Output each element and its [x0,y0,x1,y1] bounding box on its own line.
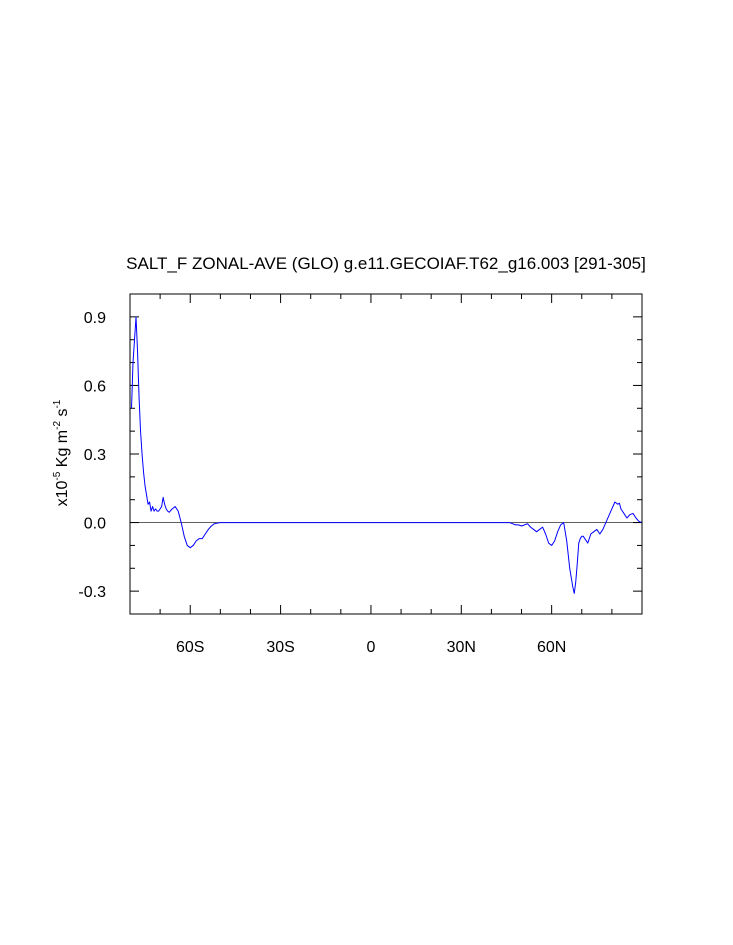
y-axis-label: x10-5 Kg m-2 s-1 [52,399,71,506]
y-axis-label-unit-kg-m: Kg m [54,430,71,472]
y-axis-label-unit-s: s [54,409,71,421]
y-axis-label-exponent-3: -1 [52,399,63,408]
y-tick-label: 0.9 [84,310,106,327]
y-tick-label: 0.3 [84,447,106,464]
y-tick-label: 0.0 [84,516,106,533]
x-tick-label: 0 [366,639,375,656]
y-tick-label: 0.6 [84,378,106,395]
x-tick-label: 30N [447,639,476,656]
x-tick-label: 60S [176,639,204,656]
x-tick-label: 60N [537,639,566,656]
axes: 60S 30S 0 30N 60N 0.9 0.6 0.3 0.0 -0.3 [78,293,643,656]
plot-frame [129,293,643,615]
svg-text:x10-5 Kg m-2 s-1: x10-5 Kg m-2 s-1 [52,399,71,506]
x-tick-label: 30S [266,639,294,656]
y-axis-label-exponent-1: -5 [52,471,63,480]
y-tick-label: -0.3 [78,584,106,601]
y-axis-label-exponent-2: -2 [52,421,63,430]
series-line [131,316,643,594]
y-axis-label-prefix: x10 [54,480,71,506]
chart-title: SALT_F ZONAL-AVE (GLO) g.e11.GECOIAF.T62… [126,254,646,273]
data-series [131,316,643,594]
